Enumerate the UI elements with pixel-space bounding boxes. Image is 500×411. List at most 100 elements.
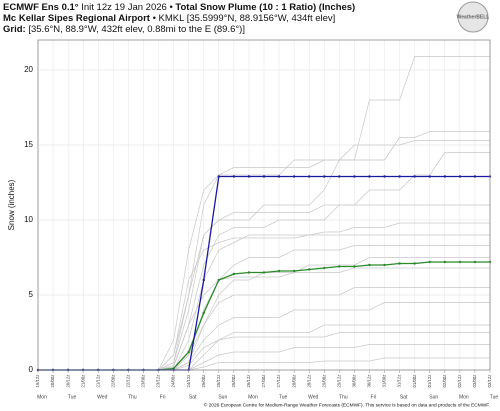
- x-tick-label: 02/00z: [442, 375, 447, 388]
- day-label: Fri: [160, 394, 166, 400]
- y-tick-label: 0: [29, 365, 34, 374]
- point: [262, 271, 266, 274]
- point: [217, 175, 220, 178]
- x-tick-label: 27/12z: [276, 375, 281, 388]
- point: [368, 175, 371, 178]
- day-label: Sat: [400, 394, 408, 400]
- station: Mc Kellar Sipes Regional Airport: [3, 13, 151, 24]
- point: [308, 268, 311, 271]
- point: [353, 265, 356, 268]
- point: [353, 175, 356, 178]
- header-line-3: Grid: [35.6°N, 88.9°W, 432ft elev, 0.88m…: [3, 24, 245, 35]
- point: [473, 175, 477, 178]
- x-tick-label: 29/00z: [321, 375, 326, 388]
- point: [398, 175, 401, 178]
- point: [292, 269, 296, 273]
- x-tick-label: 21/12z: [95, 375, 100, 388]
- x-tick-label: 21/00z: [80, 375, 85, 388]
- x-tick-label: 30/00z: [352, 375, 357, 388]
- x-tick-label: 23/00z: [141, 375, 146, 388]
- grid-label: Grid:: [3, 24, 26, 35]
- point: [247, 271, 251, 274]
- point: [443, 175, 446, 178]
- point: [247, 175, 251, 178]
- logo-badge: [457, 1, 489, 33]
- x-tick-label: 25/12z: [216, 375, 221, 388]
- day-label: Mon: [248, 394, 258, 400]
- y-tick-label: 10: [24, 215, 33, 224]
- day-label: Sun: [218, 394, 227, 400]
- x-tick-label: 28/12z: [306, 375, 311, 388]
- x-tick-label: 24/00z: [171, 375, 176, 388]
- x-tick-label: 19/12z: [35, 375, 40, 388]
- y-tick-label: 5: [29, 290, 34, 299]
- day-label: Fri: [371, 394, 377, 400]
- point: [232, 175, 236, 178]
- point: [262, 175, 266, 178]
- y-tick-label: 20: [24, 65, 33, 74]
- point: [338, 265, 341, 268]
- point: [292, 175, 296, 178]
- day-label: Tue: [490, 394, 499, 400]
- point: [323, 175, 326, 178]
- point: [187, 350, 190, 354]
- day-label: Sat: [189, 394, 197, 400]
- point: [232, 272, 236, 276]
- x-tick-label: 24/12z: [186, 375, 191, 388]
- point: [398, 262, 401, 265]
- x-tick-label: 03/12z: [487, 375, 492, 388]
- day-label: Mon: [459, 394, 469, 400]
- x-tick-label: 02/12z: [457, 375, 462, 388]
- point: [277, 175, 281, 178]
- point: [428, 175, 431, 178]
- day-label: Thu: [128, 394, 137, 400]
- x-tick-label: 01/00z: [412, 375, 417, 388]
- x-tick-label: 26/00z: [231, 375, 236, 388]
- day-label: Mon: [37, 394, 47, 400]
- x-tick-label: 22/00z: [110, 375, 115, 388]
- point: [202, 278, 205, 282]
- point: [428, 260, 431, 264]
- point: [458, 260, 462, 264]
- station-info: • KMKL [35.5999°N, 88.9156°W, 434ft elev…: [153, 13, 336, 24]
- point: [383, 175, 386, 178]
- x-tick-label: 26/12z: [246, 375, 251, 388]
- x-tick-label: 28/00z: [291, 375, 296, 388]
- point: [413, 262, 416, 265]
- x-tick-label: 22/12z: [126, 375, 131, 388]
- grid-info: [35.6°N, 88.9°W, 432ft elev, 0.88mi to t…: [28, 24, 245, 35]
- point: [473, 260, 477, 264]
- day-label: Wed: [308, 394, 318, 400]
- header-line-2: Mc Kellar Sipes Regional Airport • KMKL …: [3, 13, 335, 24]
- x-tick-label: 29/12z: [336, 375, 341, 388]
- x-tick-label: 30/12z: [367, 375, 372, 388]
- x-tick-label: 23/12z: [156, 375, 161, 388]
- point: [308, 175, 311, 178]
- day-label: Wed: [97, 394, 107, 400]
- x-tick-label: 31/12z: [397, 375, 402, 388]
- x-tick-label: 01/12z: [427, 375, 432, 388]
- model: ECMWF Ens 0.1°: [3, 2, 79, 13]
- point: [458, 175, 462, 178]
- x-tick-label: 03/00z: [472, 375, 477, 388]
- footer: © 2026 European Centre for Medium-Range …: [204, 401, 490, 408]
- point: [202, 311, 205, 315]
- point: [323, 266, 326, 270]
- point: [413, 175, 416, 178]
- init: Init 12z 19 Jan 2026 •: [81, 2, 173, 13]
- point: [443, 260, 446, 264]
- logo: WeatherBELL: [457, 14, 490, 20]
- header-line-1: ECMWF Ens 0.1° Init 12z 19 Jan 2026 • To…: [3, 2, 355, 13]
- day-label: Tue: [68, 394, 77, 400]
- y-tick-label: 15: [24, 140, 33, 149]
- day-label: Thu: [339, 394, 348, 400]
- x-tick-label: 25/00z: [201, 375, 206, 388]
- point: [217, 278, 220, 282]
- x-tick-label: 31/00z: [382, 375, 387, 388]
- day-label: Tue: [279, 394, 288, 400]
- point: [277, 269, 281, 273]
- point: [383, 263, 386, 267]
